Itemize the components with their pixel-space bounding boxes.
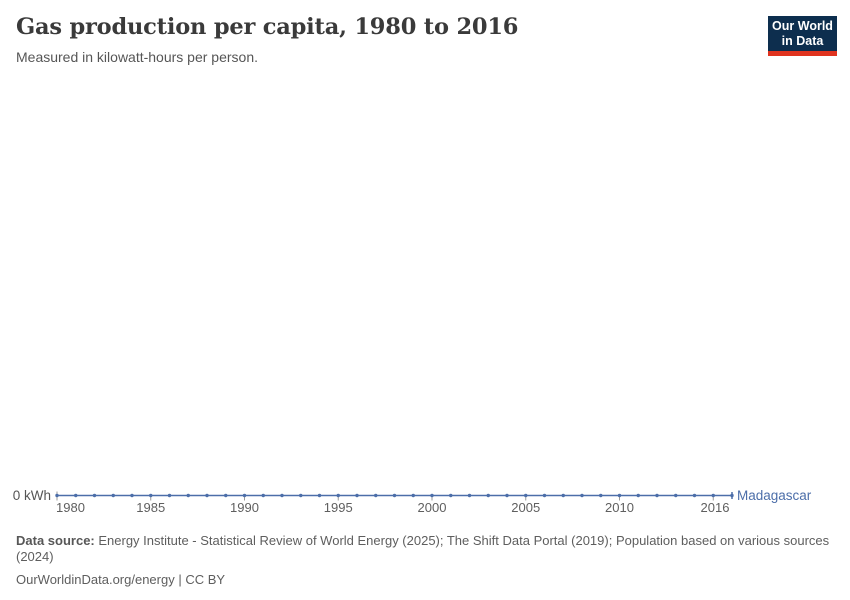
data-point	[524, 493, 528, 498]
data-point	[261, 493, 265, 498]
series-label-madagascar: Madagascar	[737, 488, 812, 503]
owid-logo[interactable]: Our World in Data	[768, 16, 837, 56]
data-point	[374, 493, 378, 498]
data-point	[92, 493, 97, 498]
data-point	[467, 493, 472, 498]
data-source-note: Data source: Energy Institute - Statisti…	[16, 533, 834, 565]
data-point	[299, 493, 303, 498]
data-point	[55, 493, 59, 498]
axis-tick-label: 2000	[418, 500, 447, 515]
data-point	[186, 493, 190, 498]
data-point	[655, 493, 659, 498]
data-point	[242, 493, 247, 498]
data-point	[149, 493, 153, 498]
axis-tick-label: 2016	[701, 500, 730, 515]
owid-logo-text-line2: in Data	[781, 33, 824, 48]
data-point	[111, 493, 115, 498]
data-point	[542, 493, 547, 498]
data-point	[505, 493, 509, 498]
data-point	[167, 493, 172, 498]
data-source-label: Data source:	[16, 533, 95, 548]
data-point	[449, 493, 453, 498]
axis-tick-label: 1995	[324, 500, 353, 515]
chart-subtitle: Measured in kilowatt-hours per person.	[16, 49, 259, 65]
page-title: Gas production per capita, 1980 to 2016	[16, 14, 519, 40]
data-point	[599, 493, 603, 498]
chart-footer: Data source: Energy Institute - Statisti…	[16, 533, 834, 588]
data-point	[224, 493, 228, 498]
y-axis-zero-label: 0 kWh	[13, 488, 51, 503]
data-point	[280, 493, 284, 498]
data-point	[711, 493, 715, 498]
chart-header: Gas production per capita, 1980 to 2016 …	[16, 14, 837, 65]
data-source-text: Energy Institute - Statistical Review of…	[16, 533, 830, 564]
data-point	[411, 493, 415, 498]
data-point	[636, 493, 640, 498]
data-point	[317, 493, 322, 498]
data-point	[336, 493, 340, 498]
data-point	[74, 493, 78, 498]
license-note: OurWorldinData.org/energy | CC BY	[16, 572, 226, 587]
axis-tick-label: 1980	[56, 500, 85, 515]
axis-tick-label: 2005	[511, 500, 540, 515]
data-point	[486, 493, 490, 498]
data-point	[561, 493, 565, 498]
data-point	[580, 493, 584, 498]
data-point	[392, 493, 397, 498]
data-point	[430, 493, 434, 498]
data-point	[674, 493, 678, 498]
data-point	[617, 493, 622, 498]
axis-tick-label: 1985	[136, 500, 165, 515]
data-point	[692, 493, 697, 498]
data-point	[355, 493, 359, 498]
data-point	[730, 493, 734, 498]
owid-logo-text-line1: Our World	[772, 18, 833, 33]
axis-tick-label: 1990	[230, 500, 259, 515]
data-point	[130, 493, 134, 498]
data-point	[205, 493, 209, 498]
x-axis-and-series: 1980 1985 1990 1995 2000 2005 2010 2016 0 kWh Mad…	[13, 488, 812, 515]
axis-tick-label: 2010	[605, 500, 634, 515]
chart-plot-area: 1980 1985 1990 1995 2000 2005 2010 2016 0 kWh Mad…	[0, 479, 850, 521]
